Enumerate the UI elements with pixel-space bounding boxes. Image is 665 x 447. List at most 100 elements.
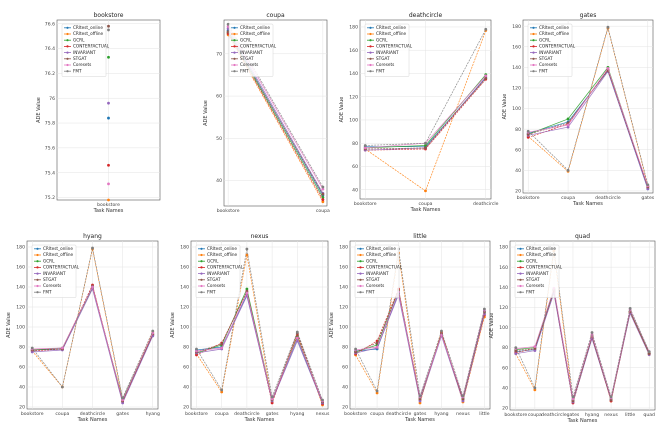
- data-point-STGAT: [647, 352, 651, 356]
- data-point-INVARIANT: [30, 350, 34, 354]
- data-point-Coresets: [295, 336, 299, 340]
- legend-marker: [369, 51, 372, 54]
- data-point-Coresets: [440, 333, 443, 337]
- data-point-CONTERFACTUAL: [270, 401, 274, 405]
- data-point-Coresets: [60, 346, 64, 350]
- y-tick-label: 60: [352, 164, 358, 170]
- y-tick-label: 80: [19, 345, 25, 351]
- data-point-STGAT: [526, 132, 530, 136]
- x-tick-label: coupa: [528, 413, 542, 418]
- legend-box: [31, 244, 77, 298]
- data-point-Coresets: [571, 397, 575, 401]
- data-point-FMT: [91, 246, 94, 250]
- y-tick-label: 140: [339, 285, 348, 291]
- legend-box: [527, 23, 573, 77]
- data-point-Coresets: [363, 146, 367, 150]
- legend-marker: [36, 253, 39, 257]
- legend-label: CRltest_offline: [240, 31, 271, 36]
- data-point-FMT: [363, 144, 367, 147]
- chart-panel-hyang: 20 40 60 80 100 120 140 160 180 bookstore coupa dea…: [6, 233, 160, 423]
- data-point-STGAT: [609, 398, 613, 402]
- legend-label: CRltest_online: [366, 246, 396, 251]
- data-point-FMT: [628, 306, 632, 310]
- chart-title: deathcircle: [409, 12, 443, 19]
- legend-label: CONTERFACTUAL: [73, 44, 110, 49]
- chart-panel-little: 20 40 60 80 100 120 140 160 180 bookstore coupa dea…: [329, 233, 491, 423]
- x-tick-label: coupa: [316, 209, 330, 214]
- legend-marker: [200, 260, 203, 263]
- y-tick-label: 40: [216, 178, 222, 184]
- legend-marker: [36, 284, 39, 288]
- legend-label: CRltest_online: [376, 25, 406, 30]
- legend-marker: [66, 51, 69, 54]
- data-point-STGAT: [514, 349, 518, 353]
- y-axis-label: ADE Value: [502, 94, 508, 120]
- legend-marker: [359, 278, 362, 281]
- legend-marker: [233, 39, 236, 42]
- legend-marker: [200, 272, 203, 275]
- legend-label: STGAT: [207, 277, 221, 282]
- legend-label: STGAT: [366, 277, 380, 282]
- legend-marker: [66, 45, 69, 48]
- y-tick-label: 160: [499, 265, 508, 271]
- legend-marker: [36, 272, 39, 275]
- data-point-FMT: [483, 307, 486, 311]
- legend-marker: [233, 26, 236, 29]
- x-axis-label: Task Names: [244, 417, 275, 423]
- y-axis-label: ADE Value: [329, 312, 335, 338]
- y-tick-label: 50: [216, 136, 222, 142]
- legend-box: [61, 23, 107, 77]
- x-tick-label: gates: [641, 195, 654, 201]
- chart-title: gates: [580, 12, 597, 19]
- data-point-CONTERFACTUAL: [107, 163, 110, 167]
- y-tick-label: 60: [515, 147, 521, 153]
- data-point-FMT: [647, 350, 651, 354]
- x-axis-label: Task Names: [404, 417, 435, 423]
- legend-label: GCRL: [240, 37, 252, 42]
- x-tick-label: deathcircle: [80, 411, 106, 417]
- data-point-Coresets: [245, 291, 249, 295]
- data-point-INVARIANT: [418, 399, 422, 403]
- series-line-Coresets: [196, 291, 323, 402]
- data-point-INVARIANT: [566, 125, 570, 129]
- data-point-FMT: [60, 385, 64, 389]
- legend-label: CONTERFACTUAL: [43, 265, 80, 270]
- y-tick-label: 40: [515, 168, 521, 174]
- x-tick-label: bookstore: [185, 411, 208, 417]
- data-point-Coresets: [606, 66, 610, 70]
- legend-marker: [36, 291, 39, 294]
- x-tick-label: hyang: [585, 412, 599, 418]
- data-point-FMT: [321, 185, 325, 189]
- x-tick-label: deathcircle: [541, 412, 567, 418]
- data-point-FMT: [375, 389, 379, 393]
- data-point-STGAT: [375, 341, 379, 345]
- y-tick-label: 100: [349, 118, 358, 124]
- data-point-FMT: [107, 28, 110, 32]
- legend-marker: [233, 70, 236, 73]
- legend-label: GCRL: [376, 37, 388, 42]
- legend-marker: [369, 57, 372, 60]
- data-point-FMT: [195, 347, 198, 351]
- legend-marker: [359, 266, 362, 269]
- legend-marker: [66, 26, 69, 29]
- data-point-INVARIANT: [461, 399, 465, 403]
- x-tick-label: quad: [643, 412, 655, 418]
- x-tick-label: bookstore: [217, 208, 240, 214]
- data-point-CONTERFACTUAL: [526, 135, 530, 139]
- y-tick-label: 100: [180, 325, 189, 331]
- data-point-INVARIANT: [107, 101, 110, 105]
- data-point-INVARIANT: [533, 349, 537, 353]
- data-point-CRltest_offline: [220, 390, 224, 394]
- chart-title: nexus: [251, 233, 269, 240]
- y-tick-label: 140: [349, 71, 358, 77]
- data-point-Coresets: [321, 187, 325, 191]
- data-point-STGAT: [484, 76, 488, 80]
- y-tick-label: 75.4: [45, 170, 55, 176]
- y-tick-label: 140: [512, 65, 521, 71]
- legend-label: CRltest_offline: [376, 31, 407, 36]
- y-tick-label: 140: [180, 285, 189, 291]
- legend-marker: [233, 51, 236, 54]
- y-tick-label: 40: [352, 187, 358, 193]
- legend-label: CONTERFACTUAL: [376, 44, 413, 49]
- y-tick-label: 100: [16, 325, 25, 331]
